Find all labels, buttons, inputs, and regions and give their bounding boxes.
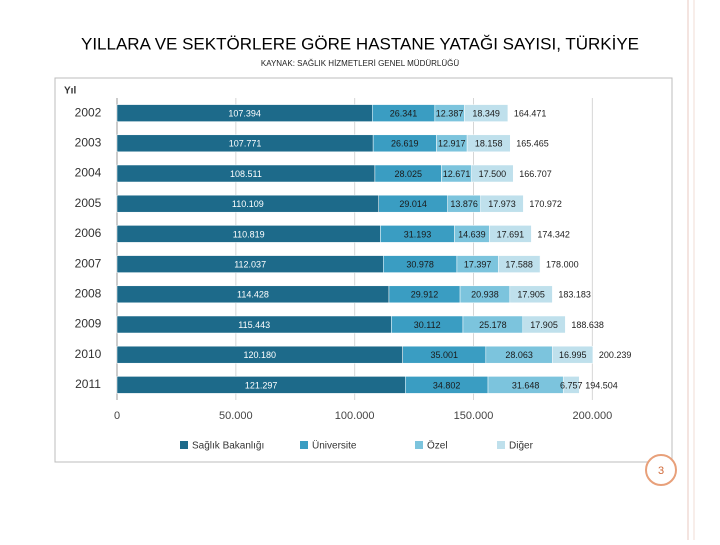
data-label: 17.500 bbox=[479, 169, 507, 179]
data-label: 107.771 bbox=[229, 139, 262, 149]
data-label: 114.428 bbox=[237, 290, 269, 300]
data-label: 29.912 bbox=[411, 290, 439, 300]
data-label: 17.691 bbox=[497, 229, 525, 239]
data-label: 12.917 bbox=[438, 139, 466, 149]
total-label: 194.504 bbox=[585, 380, 618, 390]
x-tick-label: 200.000 bbox=[572, 410, 612, 422]
total-label: 188.638 bbox=[571, 320, 604, 330]
data-label: 26.341 bbox=[390, 108, 418, 118]
x-tick-label: 0 bbox=[114, 410, 120, 422]
y-tick-label: 2010 bbox=[75, 347, 102, 361]
legend-label: Özel bbox=[427, 440, 448, 452]
total-label: 166.707 bbox=[519, 169, 552, 179]
data-label: 108.511 bbox=[230, 169, 262, 179]
data-label: 30.112 bbox=[414, 320, 441, 330]
data-label: 107.394 bbox=[228, 108, 261, 118]
data-label: 29.014 bbox=[399, 199, 427, 209]
data-label: 17.973 bbox=[488, 199, 516, 209]
y-tick-label: 2009 bbox=[75, 317, 102, 331]
data-label: 17.588 bbox=[505, 259, 533, 269]
x-tick-label: 100.000 bbox=[335, 410, 375, 422]
data-label: 17.905 bbox=[530, 320, 558, 330]
bar-segment bbox=[464, 104, 509, 122]
data-label: 12.671 bbox=[443, 169, 471, 179]
y-axis-label: Yıl bbox=[64, 86, 76, 97]
data-label: 13.876 bbox=[450, 199, 478, 209]
bar-segment bbox=[480, 194, 524, 213]
legend-label: Sağlık Bakanlığı bbox=[192, 441, 264, 452]
legend-swatch bbox=[415, 441, 423, 449]
data-label: 12.387 bbox=[436, 108, 464, 118]
bar-segment bbox=[552, 345, 594, 364]
data-label: 31.193 bbox=[404, 229, 432, 239]
data-label: 28.025 bbox=[394, 169, 422, 179]
page-badge bbox=[645, 454, 677, 486]
data-label: 18.158 bbox=[475, 139, 503, 149]
y-tick-label: 2004 bbox=[75, 166, 102, 180]
data-label: 112.037 bbox=[234, 259, 266, 269]
total-label: 170.972 bbox=[529, 199, 562, 209]
y-tick-label: 2006 bbox=[75, 226, 102, 240]
bar-segment bbox=[509, 285, 553, 304]
total-label: 164.471 bbox=[514, 108, 547, 118]
data-label: 28.063 bbox=[505, 350, 533, 360]
data-label: 26.619 bbox=[391, 139, 419, 149]
y-tick-label: 2011 bbox=[75, 377, 101, 391]
total-label: 178.000 bbox=[546, 259, 579, 269]
data-label: 16.995 bbox=[559, 350, 587, 360]
bar-segment bbox=[466, 134, 511, 153]
data-label: 17.397 bbox=[464, 259, 492, 269]
data-label: 110.819 bbox=[233, 229, 265, 239]
x-tick-label: 150.000 bbox=[454, 410, 494, 422]
total-label: 183.183 bbox=[558, 290, 591, 300]
data-label: 14.639 bbox=[458, 229, 486, 239]
y-tick-label: 2003 bbox=[75, 135, 102, 149]
total-label: 200.239 bbox=[599, 350, 632, 360]
data-label: 25.178 bbox=[479, 320, 507, 330]
legend-swatch bbox=[300, 441, 308, 449]
data-label: 6.757 bbox=[560, 380, 583, 390]
y-tick-label: 2002 bbox=[75, 105, 102, 119]
data-label: 110.109 bbox=[232, 199, 264, 209]
page-number: 3 bbox=[658, 465, 664, 477]
bar-segment bbox=[498, 255, 541, 273]
data-label: 18.349 bbox=[472, 108, 500, 118]
x-tick-label: 50.000 bbox=[219, 410, 253, 422]
subtitle: KAYNAK: SAĞLIK HİZMETLERİ GENEL MÜDÜRLÜĞ… bbox=[261, 59, 459, 68]
total-label: 174.342 bbox=[537, 229, 570, 239]
data-label: 115.443 bbox=[238, 320, 270, 330]
bar-segment bbox=[489, 225, 532, 243]
data-label: 120.180 bbox=[244, 350, 277, 360]
data-label: 20.938 bbox=[471, 290, 499, 300]
y-tick-label: 2005 bbox=[75, 196, 102, 210]
data-label: 34.802 bbox=[433, 380, 461, 390]
legend-swatch bbox=[497, 441, 505, 449]
data-label: 121.297 bbox=[245, 380, 278, 390]
data-label: 35.001 bbox=[430, 350, 458, 360]
total-label: 165.465 bbox=[516, 139, 549, 149]
bar-segment bbox=[471, 164, 514, 183]
bar-segment bbox=[562, 376, 580, 394]
y-tick-label: 2007 bbox=[75, 256, 102, 270]
bar-segment bbox=[522, 315, 566, 334]
legend-label: Diğer bbox=[509, 441, 534, 452]
y-tick-label: 2008 bbox=[75, 286, 102, 300]
data-label: 17.905 bbox=[517, 290, 545, 300]
title: YILLARA VE SEKTÖRLERE GÖRE HASTANE YATAĞ… bbox=[81, 34, 639, 53]
legend-label: Üniversite bbox=[312, 440, 357, 452]
data-label: 30.978 bbox=[406, 259, 434, 269]
data-label: 31.648 bbox=[512, 380, 540, 390]
legend-swatch bbox=[180, 441, 188, 449]
